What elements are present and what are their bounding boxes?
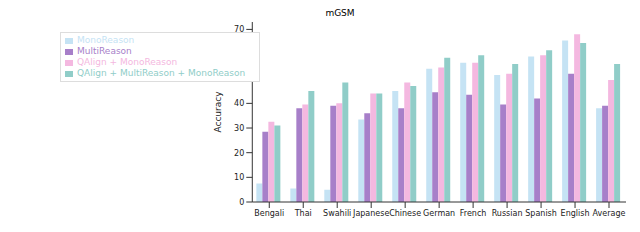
svg-text:Average: Average — [593, 209, 626, 218]
svg-text:Chinese: Chinese — [389, 209, 421, 218]
svg-text:German: German — [423, 209, 455, 218]
svg-text:Russian: Russian — [492, 209, 523, 218]
svg-text:70: 70 — [234, 25, 244, 34]
svg-text:40: 40 — [234, 99, 244, 108]
svg-text:Thai: Thai — [294, 209, 312, 218]
svg-text:20: 20 — [234, 149, 244, 158]
svg-text:10: 10 — [234, 173, 244, 182]
svg-text:Accuracy: Accuracy — [213, 91, 223, 133]
svg-text:30: 30 — [234, 124, 244, 133]
svg-text:0: 0 — [239, 198, 244, 207]
svg-text:English: English — [561, 209, 590, 218]
svg-text:Japanese: Japanese — [352, 209, 389, 218]
svg-text:50: 50 — [234, 75, 244, 84]
svg-text:French: French — [460, 209, 487, 218]
svg-text:Spanish: Spanish — [525, 209, 557, 218]
svg-text:Swahili: Swahili — [323, 209, 351, 218]
svg-text:60: 60 — [234, 50, 244, 59]
svg-text:Bengali: Bengali — [254, 209, 284, 218]
